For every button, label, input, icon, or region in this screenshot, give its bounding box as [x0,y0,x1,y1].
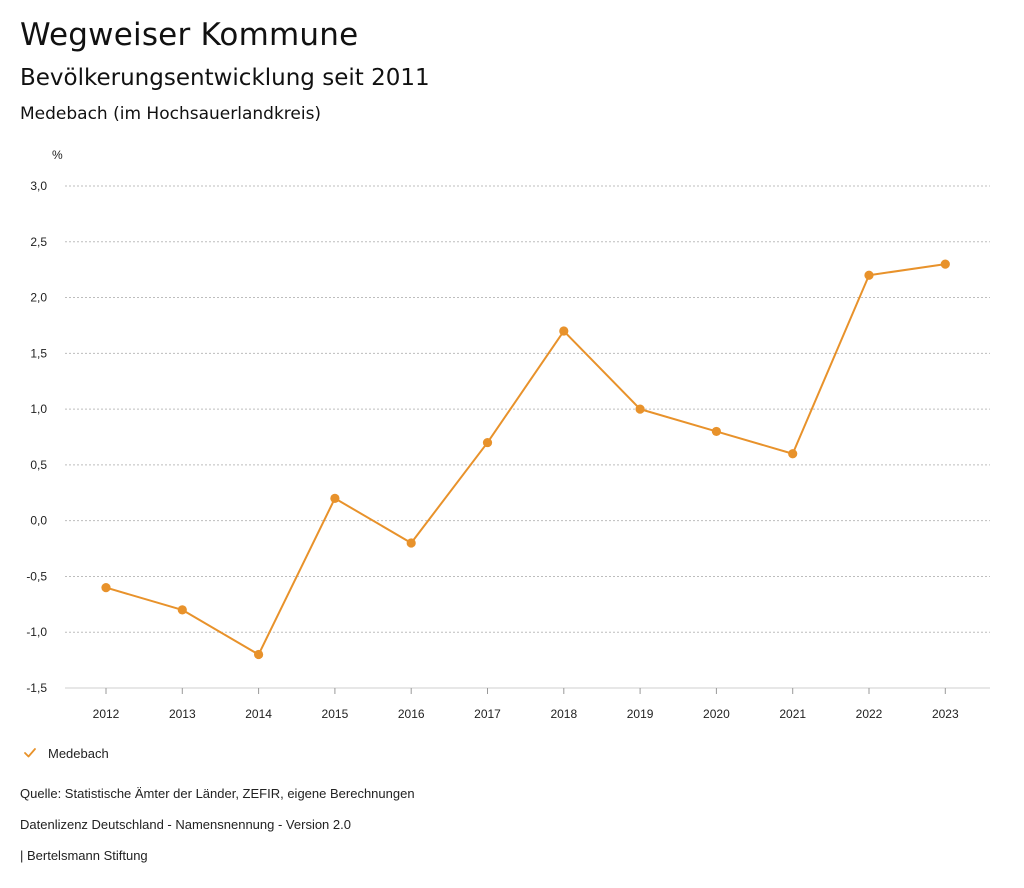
data-point [177,605,187,615]
data-point [940,259,950,269]
data-point [406,538,416,548]
legend[interactable]: Medebach [22,745,109,761]
license-note: Datenlizenz Deutschland - Namensnennung … [20,817,351,832]
legend-label: Medebach [48,745,109,761]
x-tick-label: 2023 [932,707,959,721]
y-tick-label: -1,0 [26,625,47,639]
data-point [330,493,340,503]
series-line-medebach [105,263,946,656]
y-axis-label: % [52,148,63,162]
region-label: Medebach (im Hochsauerlandkreis) [20,104,322,124]
x-tick-label: 2021 [779,707,806,721]
x-tick-label: 2019 [627,707,654,721]
chart-subtitle: Bevölkerungsentwicklung seit 2011 [20,65,430,91]
data-point [559,326,569,336]
x-tick-label: 2016 [398,707,425,721]
check-icon [24,748,36,758]
y-tick-label: -0,5 [26,569,47,583]
data-point [788,449,798,459]
data-point [482,437,493,448]
y-tick-label: 3,0 [30,179,47,193]
publisher-note: | Bertelsmann Stiftung [20,848,148,863]
x-tick-label: 2017 [474,707,501,721]
y-tick-label: 1,5 [30,346,47,360]
data-point [635,404,645,414]
data-point [101,583,111,593]
source-note: Quelle: Statistische Ämter der Länder, Z… [20,786,415,801]
page-title: Wegweiser Kommune [20,17,359,53]
x-tick-label: 2018 [550,707,577,721]
y-tick-label: -1,5 [26,681,47,695]
y-tick-label: 0,5 [30,458,47,472]
x-tick-label: 2013 [169,707,196,721]
data-point [864,270,874,280]
y-tick-label: 0,0 [30,514,47,528]
data-point [254,649,264,660]
y-tick-label: 1,0 [30,402,47,416]
x-tick-label: 2014 [245,707,272,721]
x-tick-label: 2015 [322,707,349,721]
x-tick-label: 2020 [703,707,730,721]
data-point [711,426,722,437]
y-tick-label: 2,5 [30,235,47,249]
x-tick-label: 2022 [856,707,883,721]
y-tick-label: 2,0 [30,291,47,305]
x-tick-label: 2012 [93,707,120,721]
